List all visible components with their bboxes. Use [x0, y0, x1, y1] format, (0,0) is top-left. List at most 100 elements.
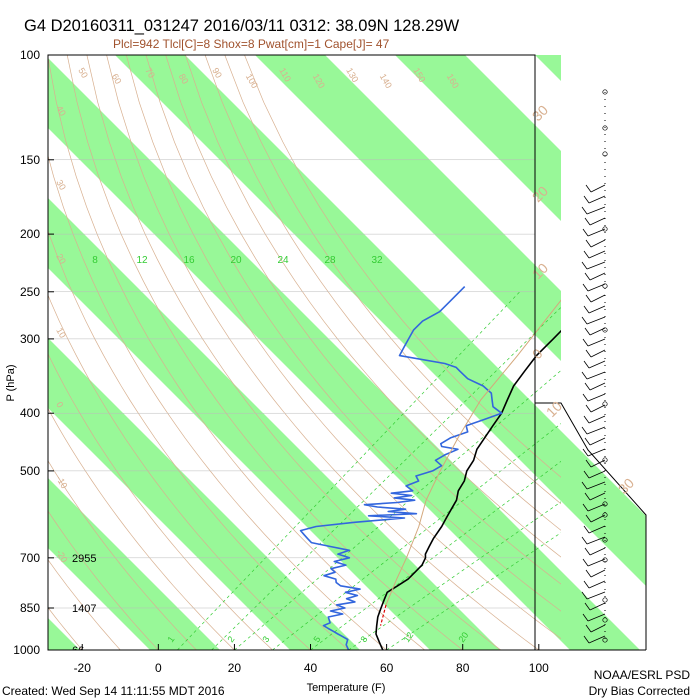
- mixing-ratio-bottom-label: 8: [358, 634, 369, 644]
- dry-adiabat-label: 70: [143, 66, 157, 80]
- wind-barb-feather: [583, 580, 590, 589]
- left-adiabat-label: 10: [54, 326, 68, 340]
- mixing-ratio-label: 32: [371, 255, 383, 266]
- wind-barb-feather: [583, 415, 590, 424]
- wind-barb-feather: [585, 239, 592, 248]
- mixing-ratio-bottom-label: 1: [165, 634, 176, 644]
- calm-wind-circle: [602, 401, 608, 407]
- y-tick-label: 500: [20, 464, 40, 478]
- lcl-segment: [379, 604, 387, 626]
- wind-barb-feather: [585, 514, 592, 523]
- wind-barb-feather: [582, 393, 589, 402]
- wind-barb-shaft: [590, 294, 606, 303]
- wind-barb-shaft: [589, 547, 606, 556]
- calm-wind-circle: [602, 501, 608, 507]
- wind-barb-shaft: [588, 525, 606, 534]
- isotherm-band: [48, 338, 360, 650]
- series-dewpoint-line: [299, 286, 503, 650]
- calm-wind-circle: [602, 283, 608, 289]
- x-tick-label: 40: [304, 661, 318, 675]
- calm-wind-circle: [602, 617, 608, 623]
- mixing-ratio-bottom-label: 2: [225, 634, 236, 644]
- wind-barb-shaft: [586, 536, 606, 545]
- wind-barb-feather: [583, 360, 590, 369]
- y-axis-label: P (hPa): [5, 364, 17, 401]
- chart-title: G4 D20160311_031247 2016/03/11 0312: 38.…: [24, 17, 460, 35]
- dry-adiabat-label: 90: [210, 66, 224, 80]
- dry-adiabat-label: 60: [110, 72, 124, 86]
- wind-barb-feather: [585, 569, 592, 578]
- dry-adiabat-label: 50: [76, 66, 90, 80]
- y-axis-ticks: 1000 850 700 500 400 300 250 200 150 100: [13, 48, 54, 657]
- wind-barb-shaft: [586, 426, 606, 435]
- wind-barb-feather: [582, 338, 589, 347]
- wind-barb-shaft: [587, 228, 606, 237]
- wind-barb-shaft: [588, 305, 606, 314]
- mixing-ratio-line: [234, 370, 561, 650]
- isotherm-band: [48, 618, 80, 650]
- wind-barb-feather: [583, 250, 590, 259]
- wind-barb-shaft: [586, 591, 606, 600]
- mixing-ratio-label: 16: [183, 255, 195, 266]
- series-temperature-line: [375, 329, 561, 650]
- wind-barb-shaft: [586, 206, 606, 215]
- created-timestamp: Created: Wed Sep 14 11:11:55 MDT 2016: [2, 684, 225, 698]
- wind-barb-feather: [584, 382, 591, 391]
- y-tick-label: 700: [20, 551, 40, 565]
- calm-wind-circle: [602, 89, 608, 95]
- wind-barb-shaft: [587, 503, 606, 512]
- wind-barb-feather: [583, 525, 590, 534]
- mixing-ratio-bottom-label: 20: [456, 630, 470, 644]
- wind-barb-shaft: [587, 283, 606, 292]
- left-adiabat-label: 40: [54, 104, 68, 118]
- y-tick-label: 100: [20, 48, 40, 62]
- mixing-ratio-line: [348, 501, 561, 650]
- y-tick-label: 850: [20, 601, 40, 615]
- wind-barb-feather: [583, 305, 590, 314]
- left-adiabat-label: 30: [54, 178, 68, 192]
- wind-barb-feather: [582, 503, 589, 512]
- height-label: 2955: [72, 553, 96, 565]
- sounding-series: [299, 286, 561, 650]
- wind-barb-shaft: [589, 602, 606, 611]
- wind-barb-feather: [583, 195, 590, 204]
- credit-noaa: NOAA/ESRL PSD: [594, 668, 691, 682]
- wind-barb-shaft: [589, 272, 606, 281]
- mixing-ratio-label: 12: [136, 255, 148, 266]
- wind-barb-feather: [585, 459, 592, 468]
- wind-barb-shaft: [588, 360, 606, 369]
- height-label: 66: [72, 645, 84, 657]
- y-tick-label: 1000: [13, 643, 40, 657]
- mixing-ratio-label: 28: [324, 255, 336, 266]
- wind-barb-feather: [584, 437, 591, 446]
- wind-barb-feather: [584, 602, 591, 611]
- series-parcel-line: [385, 299, 561, 606]
- calm-wind-circle: [602, 457, 608, 463]
- wind-barb-shaft: [587, 448, 606, 457]
- wind-barb-shaft: [590, 624, 606, 633]
- wind-barb-shaft: [589, 437, 606, 446]
- wind-barb-shaft: [586, 371, 606, 380]
- wind-barb-feather: [585, 404, 592, 413]
- mixing-ratio-labels: 8 12 16 20 24 28 32: [92, 255, 383, 266]
- calm-wind-circle: [602, 125, 608, 131]
- wind-barb-feather: [581, 426, 588, 435]
- wind-barb-shaft: [590, 404, 606, 413]
- wind-barb-feather: [584, 272, 591, 281]
- mixing-ratio-label: 8: [92, 255, 98, 266]
- x-tick-label: 80: [456, 661, 470, 675]
- x-tick-label: 20: [228, 661, 242, 675]
- calm-wind-circle: [602, 597, 608, 603]
- wind-barb-shaft: [588, 195, 606, 204]
- y-tick-label: 400: [20, 406, 40, 420]
- wind-barb-feather: [582, 283, 589, 292]
- y-tick-label: 150: [20, 153, 40, 167]
- wind-barb-feather: [584, 327, 591, 336]
- isotherm-band: [48, 198, 500, 650]
- wind-barb-feather: [582, 558, 589, 567]
- x-tick-label: 0: [155, 661, 162, 675]
- wind-barb-feather: [583, 470, 590, 479]
